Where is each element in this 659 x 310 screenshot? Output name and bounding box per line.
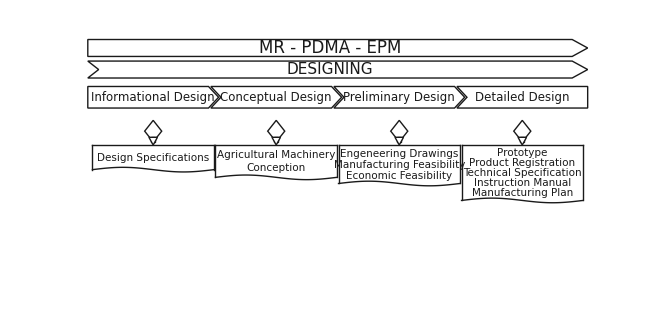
Polygon shape [268,120,285,142]
Text: Manufacturing Plan: Manufacturing Plan [472,188,573,198]
Polygon shape [334,86,465,108]
Polygon shape [145,120,161,142]
Text: Prototype: Prototype [497,148,548,158]
Polygon shape [88,86,219,108]
Bar [521,137,524,142]
Polygon shape [88,61,588,78]
Polygon shape [514,120,530,142]
Polygon shape [518,137,527,145]
Text: Instruction Manual: Instruction Manual [474,178,571,188]
Text: Preliminary Design: Preliminary Design [343,91,455,104]
Polygon shape [211,86,341,108]
Bar [152,137,155,142]
Polygon shape [88,39,588,56]
Text: Design Specifications: Design Specifications [97,153,210,163]
Polygon shape [272,137,281,145]
Polygon shape [391,120,408,142]
Text: DESIGNING: DESIGNING [287,62,373,77]
Text: Informational Design: Informational Design [92,91,215,104]
Text: Manufacturing Feasibility: Manufacturing Feasibility [333,160,465,170]
Text: Conception: Conception [246,163,306,173]
Text: Economic Feasibility: Economic Feasibility [346,171,452,181]
Text: Technical Specification: Technical Specification [463,168,582,178]
Text: Agricultural Machinery: Agricultural Machinery [217,150,335,160]
Text: Detailed Design: Detailed Design [475,91,569,104]
Polygon shape [395,137,403,145]
Bar [274,137,278,142]
Text: Engeneering Drawings: Engeneering Drawings [340,149,459,159]
Text: MR - PDMA - EPM: MR - PDMA - EPM [259,39,401,57]
Bar [397,137,401,142]
Polygon shape [457,86,588,108]
Text: Conceptual Design: Conceptual Design [221,91,332,104]
Text: Product Registration: Product Registration [469,158,575,168]
Polygon shape [149,137,158,145]
